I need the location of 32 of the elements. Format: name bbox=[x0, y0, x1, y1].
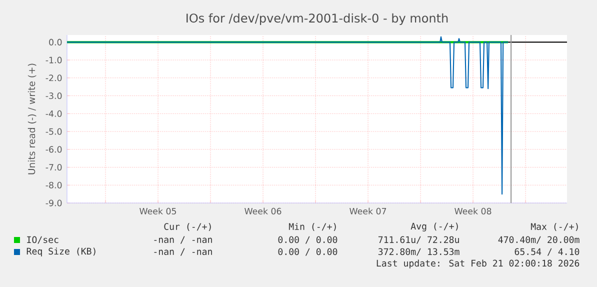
x-tick-label: Week 06 bbox=[244, 208, 282, 214]
line-series bbox=[67, 36, 509, 195]
x-tick-label: Week 05 bbox=[140, 208, 176, 214]
y-tick-label: -5.0 bbox=[46, 128, 62, 135]
chart-title: IOs for /dev/pve/vm-2001-disk-0 - by month bbox=[186, 13, 448, 25]
y-tick-label: -9.0 bbox=[46, 200, 62, 206]
text: Cur (-/+) bbox=[164, 222, 211, 232]
y-tick-label: 0.0 bbox=[49, 38, 62, 46]
text: 711.61u/ 72.28u bbox=[378, 236, 459, 244]
y-tick-label: -4.0 bbox=[46, 110, 62, 117]
x-tick-label: Week 07 bbox=[350, 208, 386, 214]
text: 0.00 / 0.00 bbox=[278, 248, 338, 256]
y-tick-label: -3.0 bbox=[46, 92, 62, 100]
y-tick-label: -2.0 bbox=[46, 74, 62, 82]
x-tick-label: Week 08 bbox=[454, 208, 492, 214]
text: 65.54 / 4.10 bbox=[514, 248, 580, 256]
text: Min (-/+) bbox=[288, 222, 336, 232]
y-tick-label: -6.0 bbox=[46, 146, 62, 153]
y-tick-label: -1.0 bbox=[46, 56, 62, 64]
text: Max (-/+) bbox=[530, 222, 578, 232]
text: 0.00 / 0.00 bbox=[278, 236, 338, 244]
legend-label: IO/sec bbox=[27, 236, 58, 244]
text: -nan / -nan bbox=[154, 236, 212, 244]
text: -nan / -nan bbox=[154, 248, 212, 256]
text: 372.80m/ 13.53m bbox=[378, 248, 460, 256]
text: Avg (-/+) bbox=[410, 222, 458, 232]
text: Last update: Sat Feb 21 02:00:18 2026 bbox=[376, 260, 580, 268]
y-tick-label: -7.0 bbox=[46, 164, 62, 171]
y-axis-title: Units read (-) / write (+) bbox=[28, 64, 36, 174]
legend-label: Req Size (KB) bbox=[26, 248, 96, 256]
text: 470.40m/ 20.00m bbox=[498, 236, 580, 244]
y-tick-label: -8.0 bbox=[46, 182, 62, 188]
